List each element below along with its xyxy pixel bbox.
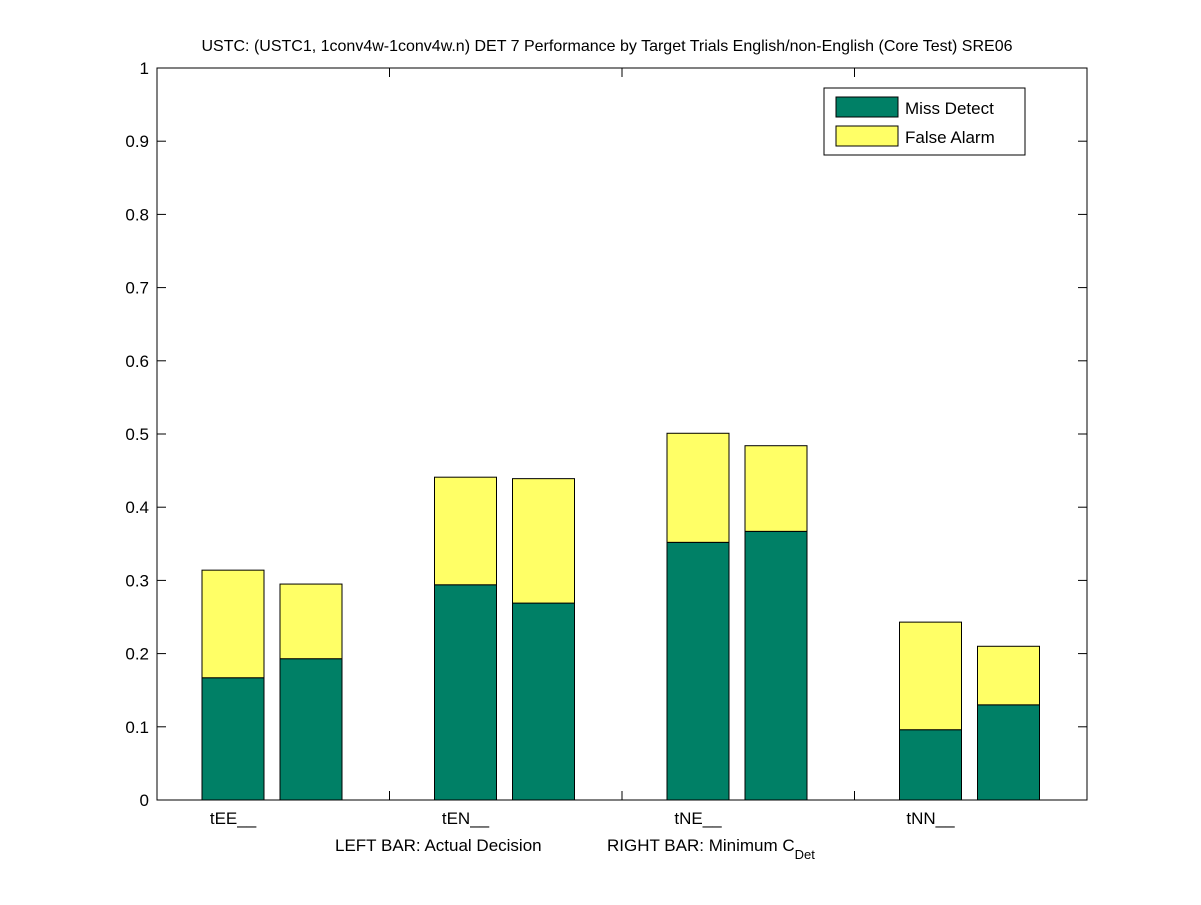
y-tick-label: 0.9 (125, 132, 149, 151)
y-tick-label: 0.3 (125, 571, 149, 590)
bar-false-alarm-tnn-left (899, 621, 962, 731)
legend-swatch-false-alarm (835, 125, 899, 147)
x-label-right: RIGHT BAR: Minimum CDet (607, 836, 815, 862)
x-label-right-sub: Det (795, 847, 816, 862)
y-tick-label: 0.4 (125, 498, 149, 517)
bar-false-alarm-tee-right (279, 583, 343, 660)
x-tick-label: tNE__ (674, 809, 722, 828)
legend-swatch-miss-detect (835, 96, 899, 118)
bar-miss-detect-ten-left (434, 584, 497, 801)
bar-miss-detect-tne-right (744, 530, 808, 801)
bar-miss-detect-ten-right (512, 602, 575, 801)
bar-false-alarm-tee-left (201, 569, 265, 679)
x-tick-label: tEN__ (442, 809, 490, 828)
bar-false-alarm-tnn-right (977, 645, 1040, 706)
bar-false-alarm-tne-right (744, 445, 808, 532)
bar-miss-detect-tee-right (279, 658, 343, 801)
bar-miss-detect-tnn-left (899, 729, 962, 801)
bar-miss-detect-tne-left (666, 541, 730, 801)
bar-false-alarm-tne-left (666, 432, 730, 543)
y-tick-label: 0 (140, 791, 149, 810)
y-tick-label: 1 (140, 59, 149, 78)
legend-label-miss-detect: Miss Detect (905, 99, 994, 118)
bar-miss-detect-tee-left (201, 677, 265, 801)
y-tick-label: 0.5 (125, 425, 149, 444)
y-tick-label: 0.1 (125, 718, 149, 737)
y-tick-label: 0.6 (125, 352, 149, 371)
y-tick-label: 0.7 (125, 279, 149, 298)
bar-false-alarm-ten-left (434, 476, 497, 586)
y-tick-label: 0.2 (125, 645, 149, 664)
legend: Miss Detect False Alarm (823, 87, 1026, 156)
chart-title: USTC: (USTC1, 1conv4w-1conv4w.n) DET 7 P… (202, 38, 1013, 55)
x-label-right-main: RIGHT BAR: Minimum C (607, 836, 795, 855)
x-label-left: LEFT BAR: Actual Decision (335, 836, 542, 855)
bar-false-alarm-ten-right (512, 478, 575, 604)
x-tick-label: tNN__ (906, 809, 955, 828)
y-tick-label: 0.8 (125, 205, 149, 224)
legend-label-false-alarm: False Alarm (905, 128, 995, 147)
x-tick-label: tEE__ (210, 809, 257, 828)
bar-miss-detect-tnn-right (977, 704, 1040, 801)
